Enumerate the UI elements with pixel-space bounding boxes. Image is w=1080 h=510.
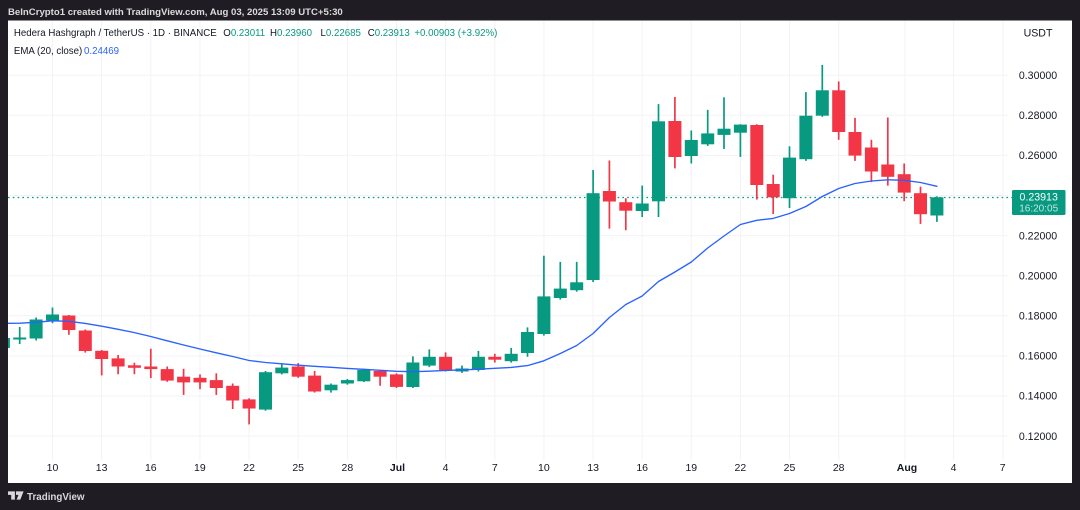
svg-text:BeInCrypto1 created with Tradi: BeInCrypto1 created with TradingView.com…: [8, 7, 343, 18]
svg-text:7: 7: [492, 462, 498, 474]
svg-text:4: 4: [951, 462, 957, 474]
svg-text:25: 25: [292, 462, 304, 474]
svg-text:13: 13: [96, 462, 108, 474]
svg-text:22: 22: [243, 462, 255, 474]
svg-text:USDT: USDT: [1024, 28, 1053, 40]
svg-text:Hedera Hashgraph / TetherUS ·: Hedera Hashgraph / TetherUS · 1D · BINAN…: [14, 28, 217, 39]
svg-text:16: 16: [145, 462, 157, 474]
svg-text:16:20:05: 16:20:05: [1019, 204, 1058, 215]
svg-text:22: 22: [735, 462, 747, 474]
svg-text:0.24469: 0.24469: [84, 46, 119, 57]
svg-text:O0.23011: O0.23011: [223, 28, 265, 39]
svg-text:16: 16: [636, 462, 648, 474]
svg-text:0.30000: 0.30000: [1019, 70, 1057, 82]
svg-text:4: 4: [443, 462, 449, 474]
svg-text:19: 19: [194, 462, 206, 474]
svg-text:+0.00903 (+3.92%): +0.00903 (+3.92%): [414, 28, 497, 39]
svg-text:25: 25: [784, 462, 796, 474]
svg-text:28: 28: [342, 462, 354, 474]
svg-text:Aug: Aug: [897, 462, 917, 474]
svg-text:13: 13: [587, 462, 599, 474]
svg-text:EMA (20, close): EMA (20, close): [14, 46, 82, 57]
svg-text:0.26000: 0.26000: [1019, 150, 1057, 162]
svg-text:0.22000: 0.22000: [1019, 230, 1057, 242]
svg-text:10: 10: [538, 462, 550, 474]
svg-text:0.28000: 0.28000: [1019, 110, 1057, 122]
svg-text:0.23913: 0.23913: [1020, 192, 1058, 204]
svg-text:0.14000: 0.14000: [1019, 391, 1057, 403]
svg-text:0.20000: 0.20000: [1019, 270, 1057, 282]
svg-text:19: 19: [685, 462, 697, 474]
svg-text:C0.23913: C0.23913: [368, 28, 410, 39]
svg-text:Jul: Jul: [390, 462, 405, 474]
svg-text:10: 10: [47, 462, 59, 474]
svg-text:H0.23960: H0.23960: [270, 28, 313, 39]
svg-text:7: 7: [1000, 462, 1006, 474]
svg-text:L0.22685: L0.22685: [321, 28, 361, 39]
svg-text:TradingView: TradingView: [27, 492, 85, 503]
svg-text:0.12000: 0.12000: [1019, 431, 1057, 443]
svg-text:0.16000: 0.16000: [1019, 351, 1057, 363]
svg-text:0.18000: 0.18000: [1019, 311, 1057, 323]
svg-text:28: 28: [833, 462, 845, 474]
